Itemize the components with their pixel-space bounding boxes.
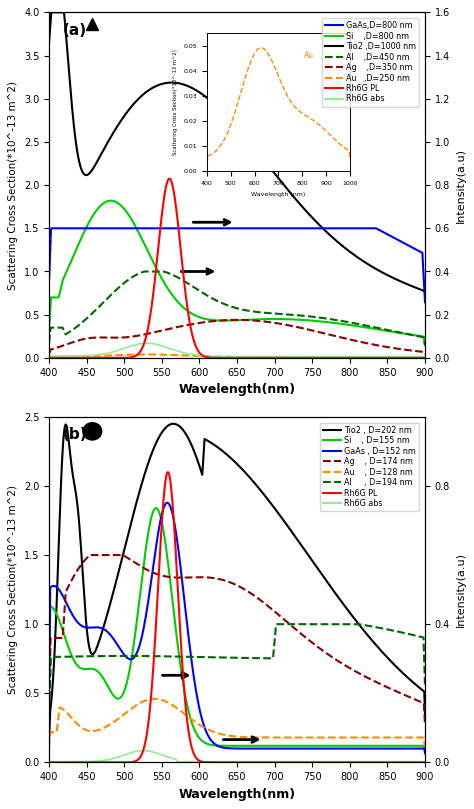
X-axis label: Wavelength(nm): Wavelength(nm): [179, 383, 296, 396]
Y-axis label: Scattering Cross Section(*10^-13 m^2): Scattering Cross Section(*10^-13 m^2): [9, 81, 18, 290]
Y-axis label: Scattering Cross Section(*10^-13 m^2): Scattering Cross Section(*10^-13 m^2): [9, 485, 18, 694]
Legend: GaAs,D=800 nm, Si    ,D=800 nm, Tio2 ,D=1000 nm, Al    ,D=450 nm, Ag    ,D=350 n: GaAs,D=800 nm, Si ,D=800 nm, Tio2 ,D=100…: [321, 18, 419, 107]
Circle shape: [83, 423, 102, 440]
X-axis label: Wavelength(nm): Wavelength(nm): [179, 788, 296, 801]
Y-axis label: Intensity(a.u): Intensity(a.u): [456, 552, 465, 627]
Text: (b): (b): [62, 427, 87, 443]
Legend: Tio2 , D=202 nm, Si    , D=155 nm, GaAs , D=152 nm, Ag    , D=174 nm, Au    , D=: Tio2 , D=202 nm, Si , D=155 nm, GaAs , D…: [320, 422, 419, 511]
Text: (a): (a): [62, 23, 86, 38]
Y-axis label: Intensity(a.u): Intensity(a.u): [456, 147, 465, 222]
